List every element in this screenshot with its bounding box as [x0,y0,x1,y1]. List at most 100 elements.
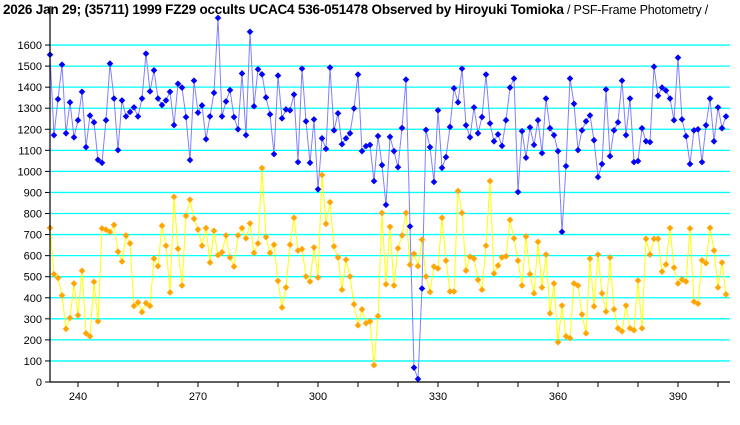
data-point-target [98,159,106,167]
data-point-target [290,91,298,98]
data-point-comparison [510,235,518,242]
data-point-comparison [106,228,114,236]
data-point-target [382,201,390,209]
data-point-comparison [366,318,374,325]
data-point-target [422,126,430,134]
data-point-target [698,158,706,166]
data-point-comparison [674,280,682,287]
data-point-target [566,75,574,82]
y-tick-label: 1100 [18,145,42,157]
data-point-comparison [482,242,490,250]
data-point-comparison [646,251,654,258]
y-tick-label: 1500 [18,61,42,73]
data-point-target [262,94,270,101]
data-point-comparison [178,282,186,289]
data-point-comparison [490,270,498,277]
data-point-comparison [114,248,122,255]
data-point-target [626,95,634,102]
data-point-target [294,158,302,166]
data-point-comparison [122,232,130,239]
data-point-target [582,117,590,125]
y-tick-label: 900 [24,187,42,199]
data-point-target [434,107,442,114]
data-point-target [558,228,566,236]
data-point-target [210,89,218,97]
data-point-target [362,142,370,150]
data-point-target [390,147,398,155]
data-point-comparison [66,314,74,322]
data-point-target [578,127,586,134]
data-point-comparison [222,232,230,239]
data-point-target [134,113,142,120]
data-point-target [182,113,190,121]
data-point-target [146,88,154,95]
data-point-comparison [230,263,238,270]
data-point-comparison [550,280,558,287]
data-point-comparison [202,224,210,232]
data-point-comparison [306,278,314,285]
data-point-target [430,178,438,186]
data-point-comparison [150,255,158,262]
data-point-target [710,137,718,145]
data-point-comparison [206,259,214,266]
data-point-comparison [282,284,290,291]
data-point-comparison [290,214,298,222]
x-tick-label: 270 [189,391,207,403]
data-point-target [690,127,698,134]
data-point-comparison [194,226,202,233]
data-point-comparison [610,306,618,313]
data-point-comparison [718,259,726,266]
y-tick-label: 600 [24,251,42,263]
data-point-target [570,100,578,108]
data-point-comparison [630,326,638,334]
data-point-comparison [154,262,162,270]
grid-lines [50,44,730,362]
data-point-comparison [494,262,502,269]
data-point-comparison [638,324,646,332]
data-point-comparison [226,254,234,261]
data-point-comparison [402,209,410,217]
data-point-target [222,98,230,105]
data-point-comparison [386,223,394,231]
data-point-target [334,109,342,117]
data-point-comparison [442,257,450,264]
data-point-comparison [58,292,66,299]
data-point-target [78,88,86,96]
data-point-comparison [338,286,346,294]
x-tick-label: 330 [429,391,447,403]
data-point-target [378,161,386,169]
data-point-target [242,131,250,139]
data-point-target [90,119,98,126]
data-point-comparison [486,177,494,185]
data-point-comparison [298,245,306,253]
data-point-target [274,72,282,79]
data-point-target [462,121,470,129]
data-point-target [122,113,130,120]
data-point-target [118,97,126,104]
data-point-comparison [266,249,274,257]
data-point-target [630,158,638,166]
data-point-comparison [374,312,382,320]
data-point-comparison [354,322,362,329]
data-point-comparison [634,277,642,284]
data-point-comparison [454,187,462,195]
data-point-target [298,65,306,72]
data-point-comparison [534,238,542,246]
data-point-target [110,95,118,102]
data-point-comparison [382,280,390,288]
data-point-comparison [274,277,282,285]
data-point-target [490,137,498,145]
data-point-target [66,99,74,106]
data-point-comparison [514,257,522,264]
data-point-target [470,104,478,111]
data-point-comparison [370,361,378,369]
data-point-comparison [554,338,562,346]
data-point-comparison [706,224,714,232]
data-point-comparison [262,233,270,241]
data-point-target [338,140,346,148]
data-point-target [234,125,242,133]
data-point-comparison [474,276,482,284]
data-point-target [326,64,334,71]
series-line-target [49,17,727,380]
data-point-comparison [678,276,686,283]
